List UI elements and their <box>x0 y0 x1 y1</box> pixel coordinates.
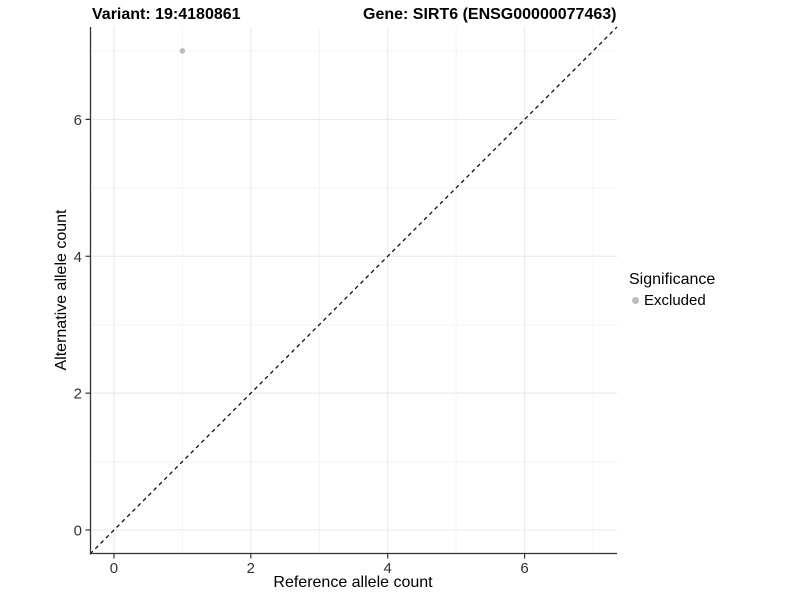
identity-dashed-line <box>89 26 618 555</box>
legend-point-icon <box>632 297 639 304</box>
plot-panel-svg: 0 2 4 6 0 2 4 6 <box>74 26 618 577</box>
gene-title: Gene: SIRT6 (ENSG00000077463) <box>363 6 617 23</box>
legend-title: Significance <box>629 271 716 288</box>
y-axis-title: Alternative allele count <box>53 209 70 371</box>
legend-entry: Excluded <box>629 292 715 309</box>
y-tick-label: 6 <box>74 112 82 129</box>
legend: Significance Excluded <box>629 271 715 309</box>
x-tick-label: 2 <box>247 560 255 577</box>
data-point <box>179 48 186 54</box>
variant-title: Variant: 19:4180861 <box>92 6 241 23</box>
y-tick-label: 2 <box>74 386 82 403</box>
y-tick-label: 4 <box>74 249 82 266</box>
x-tick-label: 4 <box>384 560 392 577</box>
x-tick-label: 6 <box>520 560 528 577</box>
x-tick-label: 0 <box>110 560 118 577</box>
x-axis-title: Reference allele count <box>273 574 433 591</box>
legend-entry-label: Excluded <box>644 292 706 309</box>
y-tick-label: 0 <box>74 523 82 540</box>
